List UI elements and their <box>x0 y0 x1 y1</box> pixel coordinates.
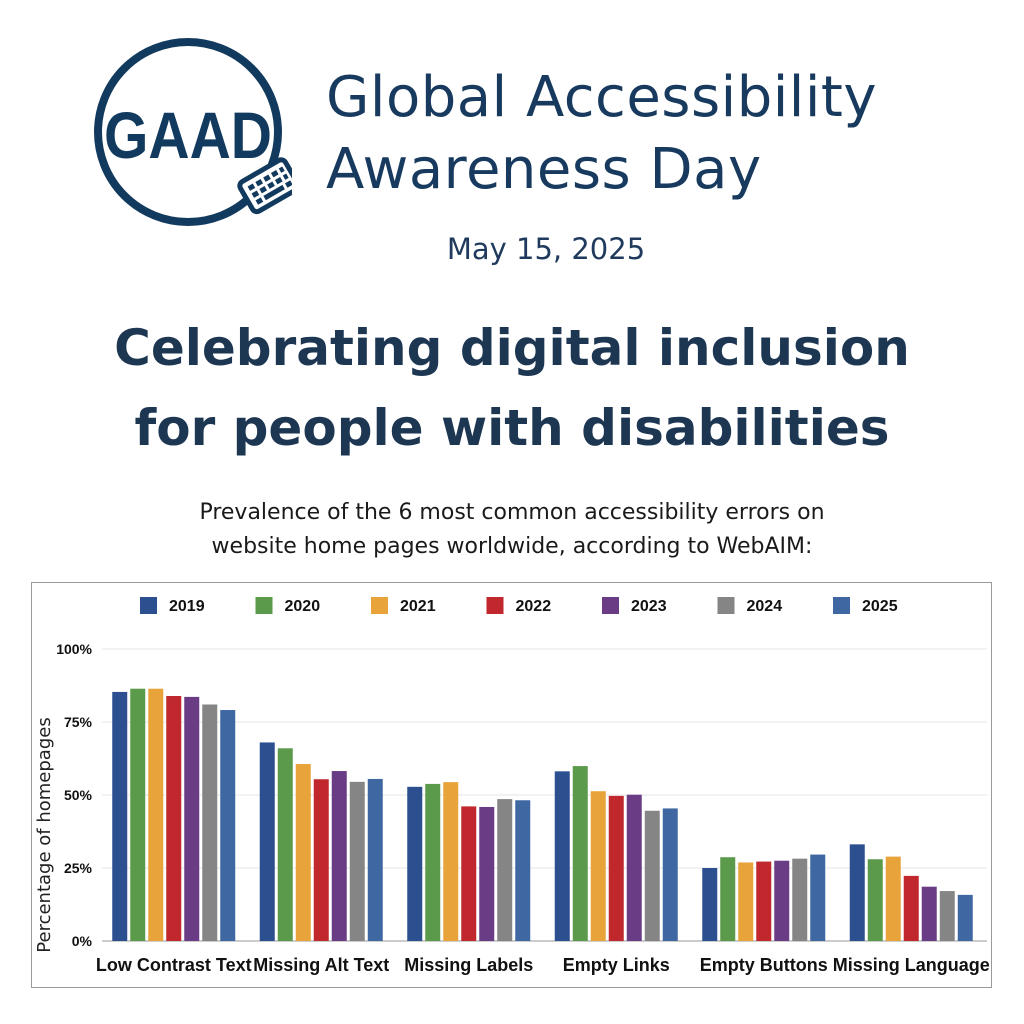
subtitle-line1: Prevalence of the 6 most common accessib… <box>199 500 825 525</box>
headline-line1: Celebrating digital inclusion <box>114 319 910 377</box>
brand-title-line1: Global Accessibility <box>326 65 878 130</box>
bar <box>662 808 678 941</box>
bar <box>720 857 736 941</box>
bar <box>572 766 588 941</box>
legend-label: 2025 <box>862 598 898 615</box>
legend-swatch <box>833 597 850 614</box>
legend-swatch <box>486 597 504 614</box>
bar <box>148 688 164 941</box>
bar <box>756 861 772 941</box>
legend-label: 2021 <box>400 598 436 615</box>
legend-label: 2020 <box>285 598 321 615</box>
x-tick-label: Empty Buttons <box>700 955 828 975</box>
bar <box>443 782 459 941</box>
gaad-logo: GAAD <box>94 38 292 226</box>
bar <box>479 806 495 941</box>
x-tick-label: Missing Language <box>833 955 990 975</box>
x-axis: Low Contrast Text Missing Alt Text Missing… <box>96 955 990 975</box>
headline: Celebrating digital inclusion for people… <box>0 308 1024 468</box>
y-tick-label: 100% <box>56 641 92 657</box>
y-tick-label: 50% <box>64 787 93 803</box>
event-date: May 15, 2025 <box>446 232 646 266</box>
brand-title-line2: Awareness Day <box>326 137 762 202</box>
bar <box>554 771 570 941</box>
bar <box>903 875 919 941</box>
bar <box>259 742 275 941</box>
bar <box>810 854 826 941</box>
legend-swatch <box>371 597 388 614</box>
chart-frame: 2019 2020 2021 2022 2023 2024 2025 0% 25% 50% 75%… <box>31 582 992 988</box>
legend-swatch <box>602 597 619 614</box>
bar <box>515 800 531 941</box>
legend-swatch <box>255 597 273 614</box>
bar <box>792 858 808 941</box>
y-tick-label: 25% <box>64 860 93 876</box>
bar <box>331 771 347 941</box>
y-axis: 0% 25% 50% 75% 100% <box>56 641 92 949</box>
x-tick-label: Empty Links <box>563 955 670 975</box>
bar <box>608 795 624 941</box>
y-tick-label: 0% <box>72 933 93 949</box>
bar <box>885 856 901 941</box>
bar <box>277 748 293 941</box>
chart-subtitle: Prevalence of the 6 most common accessib… <box>0 496 1024 564</box>
bar <box>867 859 883 941</box>
gridlines <box>102 648 987 942</box>
keyboard-icon <box>237 157 292 215</box>
bar <box>349 781 365 941</box>
bar <box>313 779 329 941</box>
x-tick-label: Missing Alt Text <box>253 955 389 975</box>
bar <box>626 794 642 941</box>
bar <box>407 786 423 941</box>
legend-swatch <box>717 597 735 614</box>
legend-label: 2019 <box>169 598 205 615</box>
bar <box>220 710 236 941</box>
headline-line2: for people with disabilities <box>134 399 890 457</box>
legend: 2019 2020 2021 2022 2023 2024 2025 <box>140 597 898 615</box>
bar <box>957 894 973 941</box>
bars <box>112 688 973 941</box>
bar <box>295 764 311 941</box>
bar <box>644 810 660 941</box>
y-tick-label: 75% <box>64 714 93 730</box>
bar <box>425 783 441 941</box>
bar <box>202 704 218 941</box>
y-axis-label: Percentage of homepages <box>34 717 55 952</box>
bar <box>130 688 146 941</box>
brand-title: Global Accessibility Awareness Day <box>326 62 966 206</box>
bar <box>590 791 606 941</box>
bar <box>738 862 754 941</box>
bar <box>112 691 128 941</box>
legend-label: 2023 <box>631 598 667 615</box>
bar <box>461 806 477 941</box>
logo-text: GAAD <box>104 98 272 172</box>
legend-swatch <box>140 597 157 614</box>
bar <box>702 868 718 941</box>
bar <box>849 844 865 941</box>
x-tick-label: Low Contrast Text <box>96 955 252 975</box>
bar <box>184 696 200 941</box>
bar-chart: 2019 2020 2021 2022 2023 2024 2025 0% 25% 50% 75%… <box>34 597 990 975</box>
legend-label: 2024 <box>747 598 783 615</box>
x-tick-label: Missing Labels <box>404 955 533 975</box>
bar <box>939 891 955 941</box>
bar <box>774 860 790 941</box>
bar <box>367 778 383 941</box>
bar <box>497 799 513 941</box>
legend-label: 2022 <box>516 598 552 615</box>
bar <box>166 696 182 941</box>
subtitle-line2: website home pages worldwide, according … <box>211 534 813 559</box>
bar <box>921 886 937 941</box>
